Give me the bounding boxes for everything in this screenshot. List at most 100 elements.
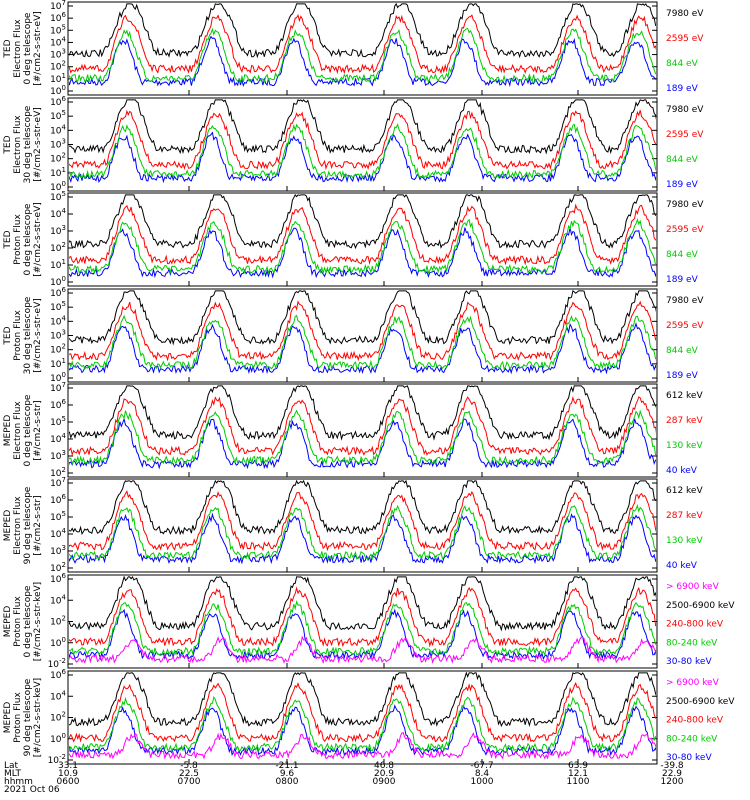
y-tick-label: 100	[50, 636, 66, 649]
y-tick-label: 102	[50, 60, 66, 73]
legend-entry: 7980 eV	[666, 9, 704, 19]
panel-6: 107 106 105 104 103 102 MEPED Electron Flux 90 d…	[3, 476, 703, 574]
series-line	[69, 681, 656, 743]
panel-8: 106 104 102 100 10-2 MEPED Proton Flux 90 deg t…	[3, 668, 735, 766]
y-tick-label: 106	[50, 493, 66, 506]
legend-entry: 2595 eV	[666, 34, 704, 44]
panel-traces	[69, 290, 656, 375]
panel-traces	[69, 576, 656, 665]
y-axis-title: MEPED Electron Flux 0 deg telescope [#/cm2-…	[3, 394, 43, 466]
y-axis-title-line: [#/cm2-s-str-eV]	[33, 11, 43, 86]
y-axis-title-line: 0 deg telescope	[23, 585, 33, 657]
panel-traces	[69, 672, 656, 760]
series-line	[69, 695, 656, 753]
y-tick-label: 103	[50, 544, 66, 557]
series-line	[69, 396, 656, 457]
panel-frame	[67, 670, 658, 765]
panel-traces	[69, 3, 656, 88]
y-tick-label: 104	[50, 593, 66, 606]
y-axis-title-line: MEPED	[3, 510, 13, 542]
y-axis-title-line: Electron Flux	[13, 19, 23, 78]
legend-entry: > 6900 keV	[666, 678, 720, 688]
legend-entry: 189 eV	[666, 180, 699, 190]
y-tick-label: 105	[50, 300, 66, 313]
y-tick-label: 104	[50, 432, 66, 445]
x-axis-row-label: Lat	[4, 761, 19, 771]
x-tick-time: 0900	[373, 777, 396, 787]
series-line	[69, 13, 656, 75]
series-line	[69, 99, 656, 155]
y-tick-label: 103	[50, 138, 66, 151]
legend-entry: 189 eV	[666, 371, 699, 381]
panel-traces	[69, 480, 656, 565]
y-axis-title-line: MEPED	[3, 606, 13, 638]
legend-entry: 240-800 keV	[666, 620, 724, 630]
legend-entry: 7980 eV	[666, 200, 704, 210]
legend-entry: 2595 eV	[666, 225, 704, 235]
x-tick-mlt: 10.9	[58, 769, 78, 779]
y-tick-label: 101	[50, 357, 66, 370]
y-axis-title: MEPED Proton Flux 90 deg telescope [#/cm2-s…	[3, 678, 43, 757]
y-axis-title-line: 30 deg telescope	[23, 105, 33, 183]
legend-entry: 287 keV	[666, 416, 703, 426]
panel-frame	[67, 1, 658, 96]
series-line	[69, 203, 656, 266]
y-tick-label: 105	[50, 415, 66, 428]
y-axis-title-line: Electron Flux	[13, 115, 23, 174]
y-tick-label: 103	[50, 224, 66, 237]
y-tick-label: 106	[50, 11, 66, 24]
x-tick-lat: -39.8	[660, 761, 684, 771]
x-tick-time: 1100	[567, 777, 590, 787]
y-tick-label: 102	[50, 152, 66, 165]
x-tick-mlt: 8.4	[475, 769, 490, 779]
y-tick-label: 103	[50, 329, 66, 342]
y-tick-label: 100	[50, 732, 66, 745]
series-line	[69, 490, 656, 552]
x-tick-time: 0800	[276, 777, 299, 787]
legend-entry: 287 keV	[666, 511, 703, 521]
y-tick-label: 105	[50, 23, 66, 36]
legend-entry: > 6900 keV	[666, 582, 720, 592]
x-tick-lat: 33.1	[58, 761, 78, 771]
panel-3: 105 104 103 102 101 100 TED Proton Flux 0 deg te…	[3, 190, 704, 288]
y-tick-label: 10-2	[48, 657, 66, 670]
series-line	[69, 503, 656, 561]
legend-entry: 2500-6900 keV	[666, 697, 735, 707]
y-tick-label: 107	[50, 476, 66, 489]
y-tick-label: 101	[50, 258, 66, 271]
series-line	[69, 194, 656, 250]
x-axis-row-label: MLT	[4, 769, 22, 779]
y-axis-title-line: Proton Flux	[13, 692, 23, 743]
y-axis-title: TED Proton Flux 30 deg telescope [#/cm2-s-s…	[3, 296, 43, 374]
legend-entry: 130 keV	[666, 441, 703, 451]
y-tick-label: 102	[50, 343, 66, 356]
legend: > 6900 keV 2500-6900 keV 240-800 keV 80-240…	[666, 678, 735, 763]
y-axis-title: TED Proton Flux 0 deg telescope [#/cm2-s-st…	[3, 202, 43, 277]
series-line	[69, 385, 656, 441]
y-axis-title: TED Electron Flux 30 deg telescope [#/cm2-s…	[3, 105, 43, 183]
legend-entry: 80-240 keV	[666, 638, 718, 648]
series-line	[69, 635, 656, 665]
series-line	[69, 600, 656, 657]
series-line	[69, 512, 656, 565]
y-tick-label: 104	[50, 527, 66, 540]
legend-entry: 844 eV	[666, 346, 699, 356]
y-axis-title-line: TED	[3, 230, 13, 249]
legend-entry: 30-80 keV	[666, 753, 712, 763]
y-axis-title-line: Proton Flux	[13, 596, 23, 647]
x-tick-lat: -67.7	[470, 761, 493, 771]
series-line	[69, 321, 656, 375]
x-tick-mlt: 22.9	[662, 769, 682, 779]
y-tick-label: 100	[50, 371, 66, 384]
x-tick-lat: -5.8	[180, 761, 198, 771]
legend-entry: 844 eV	[666, 155, 699, 165]
y-tick-label: 106	[50, 668, 66, 681]
x-tick-lat: -21.1	[275, 761, 298, 771]
y-tick-label: 106	[50, 572, 66, 585]
legend-entry: 2595 eV	[666, 321, 704, 331]
y-axis-title-line: [#/cm2-s-str-eV]	[33, 107, 43, 182]
